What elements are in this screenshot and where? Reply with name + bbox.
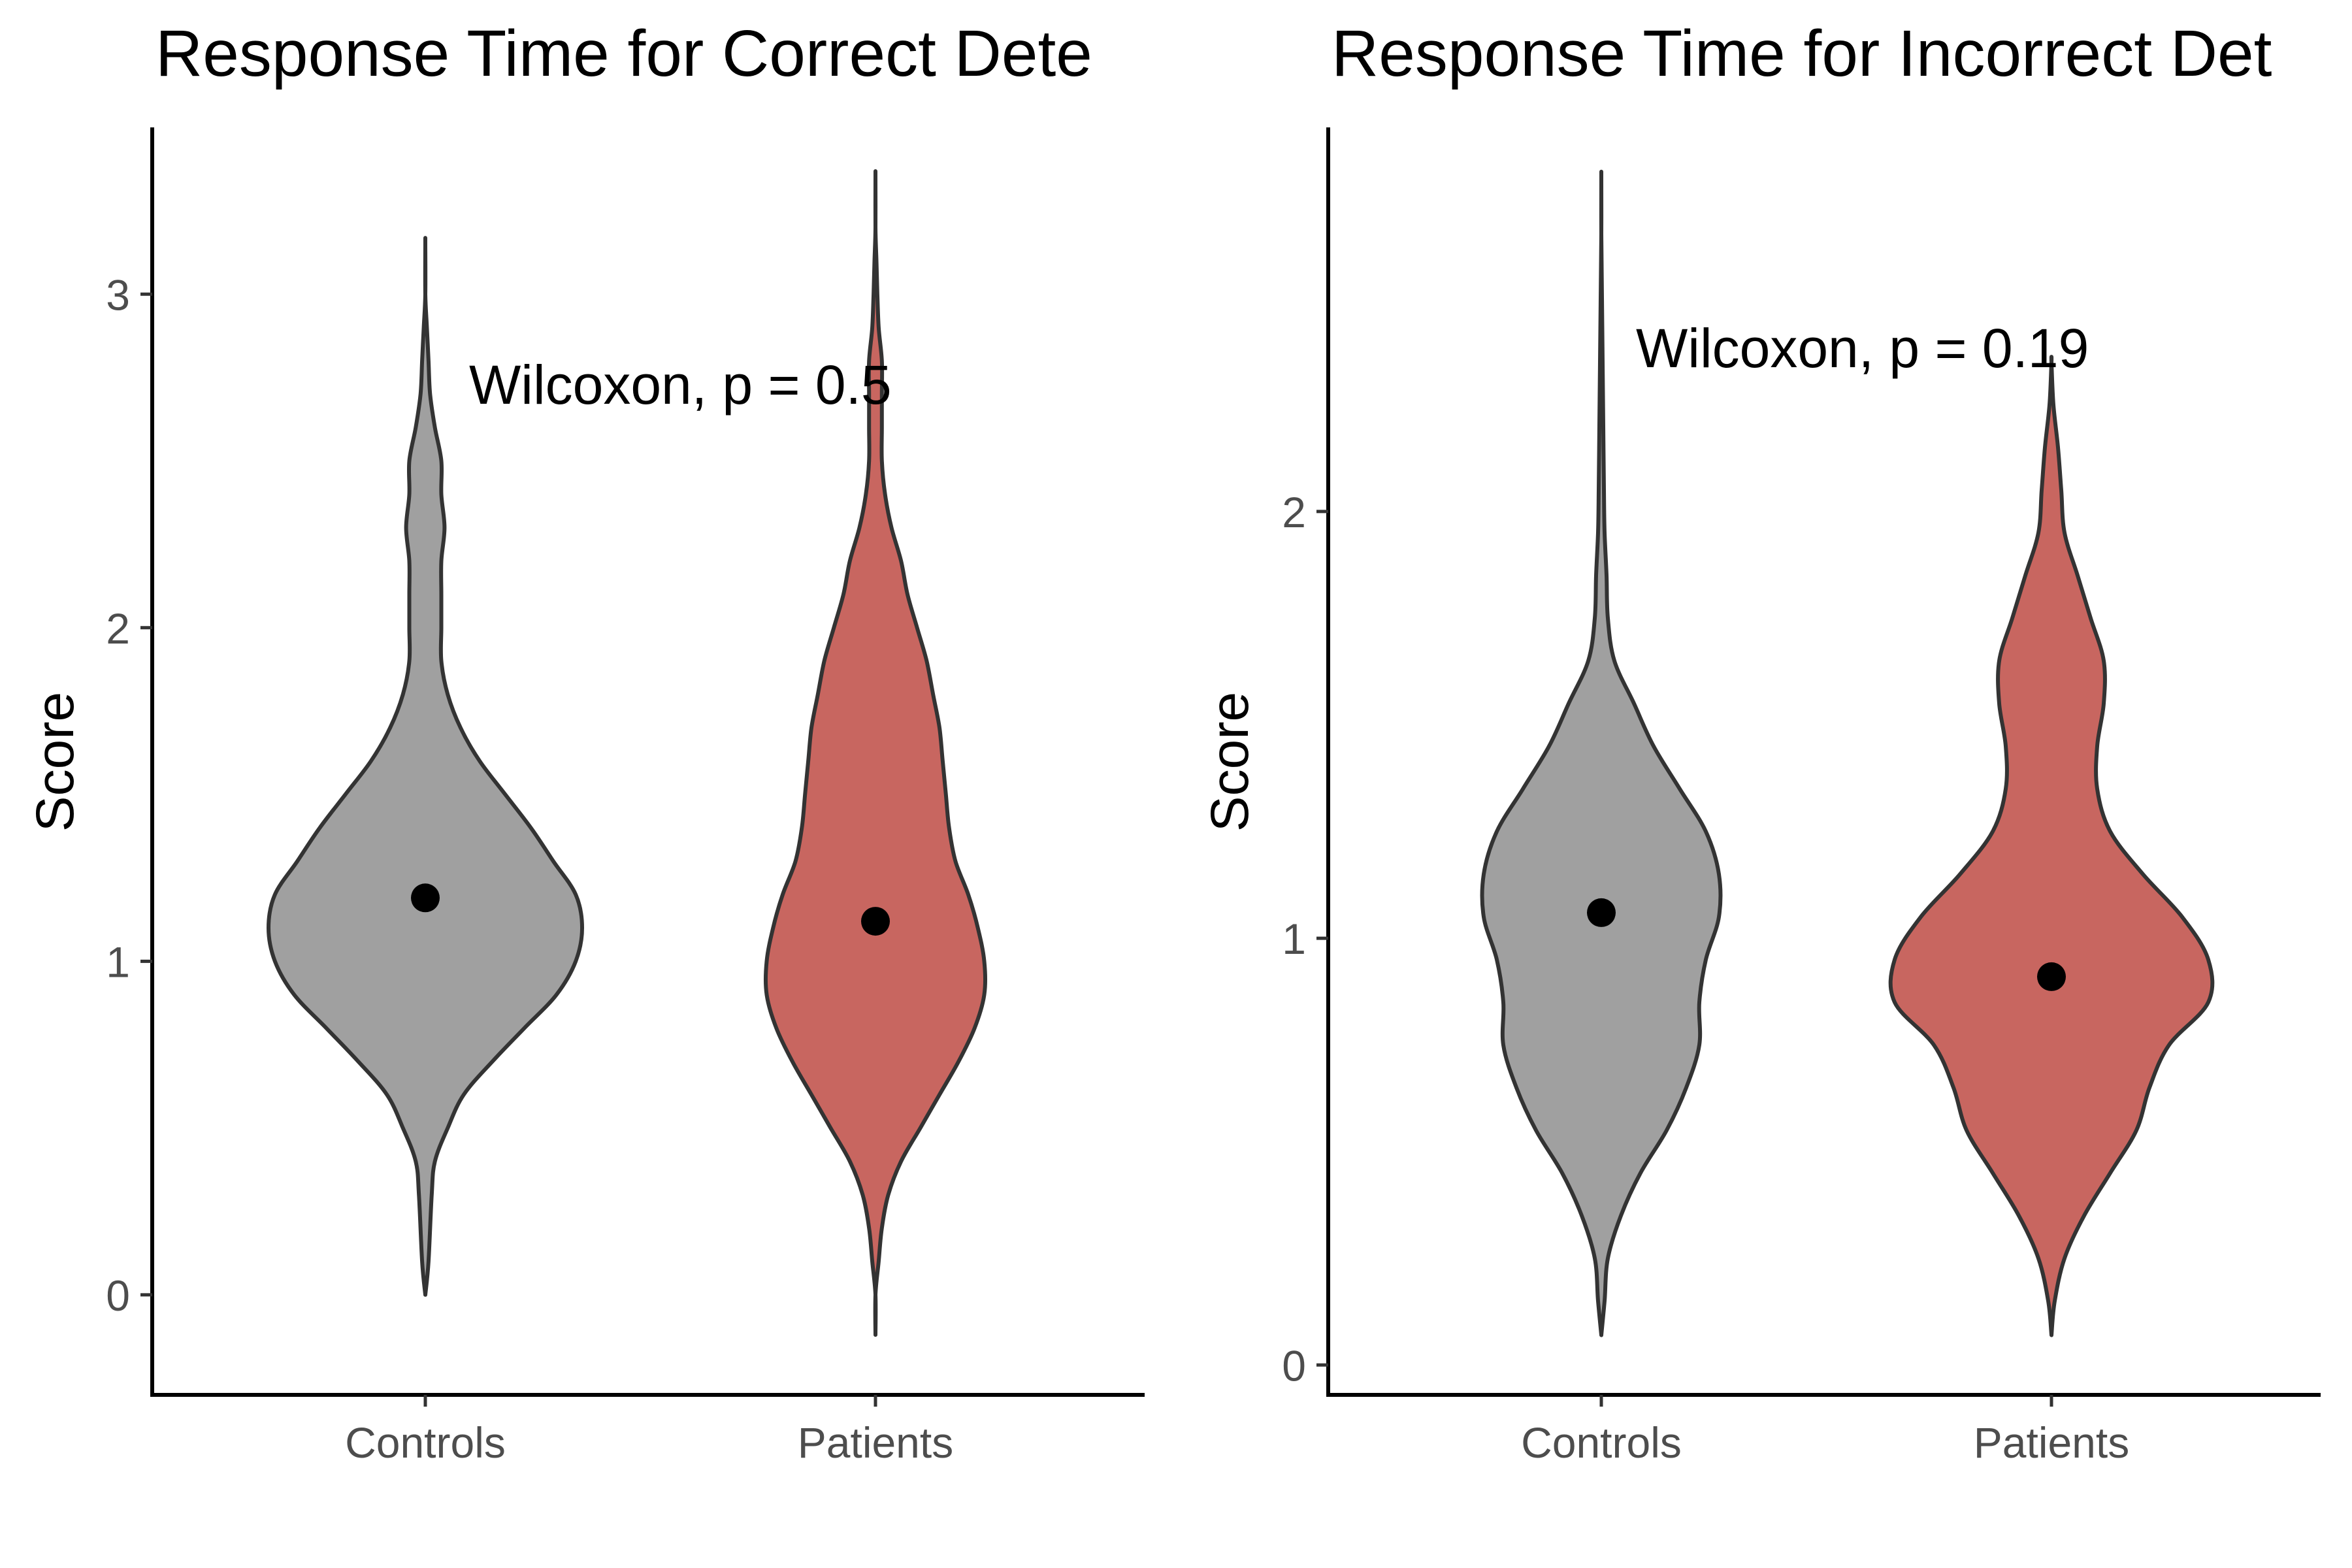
- mean-point-controls: [1587, 898, 1616, 927]
- mean-point-patients: [861, 907, 890, 936]
- violin-patients: [763, 169, 988, 1337]
- panel-1-title: Response Time for Correct Dete: [155, 17, 1092, 90]
- y-tick-label: 2: [1282, 488, 1306, 536]
- panel-correct-detection: Response Time for Correct Dete Score 0 1 2…: [25, 17, 1145, 1467]
- violin-controls: [267, 236, 584, 1297]
- violin-controls: [1480, 169, 1723, 1337]
- mean-point-patients: [2037, 962, 2066, 991]
- x-tick-label-patients: Patients: [1974, 1418, 2129, 1467]
- panel-incorrect-detection: Response Time for Incorrect Det Score 0 1…: [1200, 17, 2321, 1467]
- wilcoxon-annotation: Wilcoxon, p = 0.5: [469, 354, 892, 416]
- violin-patients: [1888, 355, 2215, 1337]
- mean-point-controls: [411, 883, 440, 913]
- x-tick-label-patients: Patients: [798, 1418, 953, 1467]
- y-tick-label: 0: [106, 1271, 130, 1320]
- y-tick-label: 1: [106, 938, 130, 986]
- y-tick-label: 2: [106, 604, 130, 653]
- panel-2-title: Response Time for Incorrect Det: [1331, 17, 2272, 90]
- x-tick-label-controls: Controls: [345, 1418, 506, 1467]
- panel-1-plot-area: 0 1 2 3 Controls Patients Wilcoxon, p = 0.5: [106, 127, 1145, 1467]
- y-tick-label: 0: [1282, 1341, 1306, 1390]
- y-tick-label: 3: [106, 270, 130, 319]
- x-tick-label-controls: Controls: [1521, 1418, 1682, 1467]
- panel-2-plot-area: 0 1 2 Controls Patients Wilcoxon, p = 0.19: [1282, 127, 2321, 1467]
- panel-1-y-axis-label: Score: [25, 692, 85, 832]
- wilcoxon-annotation: Wilcoxon, p = 0.19: [1636, 318, 2089, 379]
- panel-2-y-axis-label: Score: [1200, 692, 1260, 832]
- y-tick-label: 1: [1282, 915, 1306, 963]
